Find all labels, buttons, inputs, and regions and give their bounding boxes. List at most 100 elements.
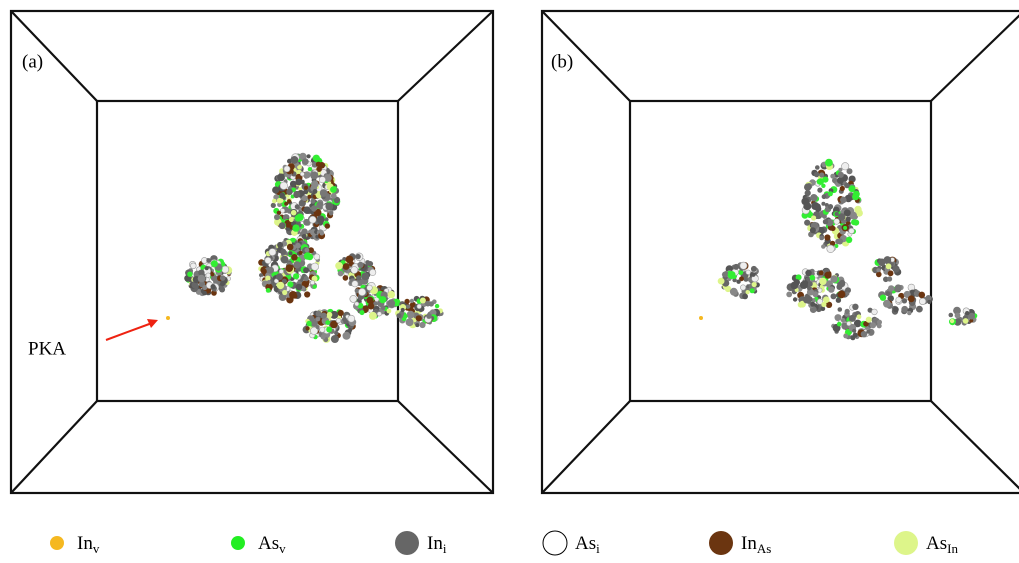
atom — [388, 291, 395, 298]
atom — [272, 199, 277, 204]
legend-base: In — [741, 533, 757, 554]
atom — [308, 167, 312, 171]
atom — [786, 292, 792, 298]
atom — [321, 335, 326, 340]
atom — [289, 251, 293, 255]
atom — [220, 275, 226, 281]
atom — [836, 284, 842, 290]
atom — [306, 326, 310, 330]
legend-marker — [231, 536, 245, 550]
atom — [819, 236, 824, 241]
atom — [740, 262, 747, 269]
atom — [823, 215, 827, 219]
atom — [852, 329, 856, 333]
atom — [282, 290, 287, 295]
atom — [746, 290, 750, 294]
legend-sub: v — [279, 541, 286, 556]
atom — [355, 302, 359, 306]
atom — [348, 315, 355, 322]
atom — [812, 307, 816, 311]
atom — [419, 322, 425, 328]
atom — [331, 193, 337, 199]
atom — [317, 216, 325, 224]
atom — [908, 295, 915, 302]
atom — [367, 285, 373, 291]
atom — [811, 215, 816, 220]
legend-sub: As — [757, 541, 771, 556]
legend-label: InAs — [741, 533, 771, 556]
atom — [746, 270, 751, 275]
atom — [387, 309, 392, 314]
atom — [222, 266, 229, 273]
atom — [824, 272, 831, 279]
atom — [338, 310, 344, 316]
pka-arrow — [106, 323, 152, 340]
atom — [390, 304, 394, 308]
atom — [886, 263, 892, 269]
atom — [343, 275, 349, 281]
atom — [854, 206, 861, 213]
atom — [307, 154, 311, 158]
atom — [361, 273, 369, 281]
atom — [965, 311, 969, 315]
atom — [822, 194, 827, 199]
legend-marker — [50, 536, 64, 550]
atom — [927, 300, 931, 304]
atom — [818, 288, 822, 292]
legend-marker — [543, 531, 567, 555]
legend-label: AsIn — [926, 533, 958, 556]
atom — [866, 317, 872, 323]
pka-atom — [166, 316, 170, 320]
atom — [286, 189, 292, 195]
atom — [837, 177, 844, 184]
atom — [279, 192, 285, 198]
atom — [277, 174, 285, 182]
atom — [300, 172, 304, 176]
atom — [289, 217, 294, 222]
atom — [202, 291, 207, 296]
atom — [351, 267, 358, 274]
atom — [887, 276, 892, 281]
atom — [335, 262, 343, 270]
atom — [301, 228, 308, 235]
pka-atom — [699, 316, 703, 320]
atom — [830, 174, 835, 179]
atom — [210, 272, 214, 276]
atom — [206, 273, 211, 278]
atom — [841, 318, 846, 323]
atom — [358, 262, 364, 268]
atom — [293, 191, 300, 198]
atom — [280, 249, 286, 255]
atom — [319, 177, 325, 183]
atom — [198, 275, 206, 283]
atom — [807, 286, 811, 290]
atom — [885, 291, 890, 296]
atom — [299, 251, 303, 255]
atom — [369, 312, 377, 320]
atom — [309, 216, 316, 223]
atom — [277, 282, 284, 289]
atom — [853, 333, 858, 338]
atom — [206, 258, 211, 263]
atom — [846, 217, 851, 222]
atom — [331, 335, 339, 343]
atom — [718, 278, 725, 285]
atom — [821, 302, 826, 307]
atom — [919, 292, 926, 299]
atom — [750, 288, 755, 293]
atom — [840, 186, 845, 191]
atom — [313, 285, 317, 289]
atom — [840, 197, 847, 204]
atom — [825, 159, 833, 167]
atom — [805, 270, 811, 276]
atom — [346, 256, 354, 264]
atom — [302, 195, 308, 201]
atom — [851, 219, 857, 225]
atom — [277, 198, 283, 204]
atom — [381, 306, 385, 310]
atom — [280, 182, 288, 190]
atom — [406, 304, 410, 308]
atom — [377, 312, 381, 316]
atom — [291, 156, 299, 164]
atom — [311, 180, 319, 188]
